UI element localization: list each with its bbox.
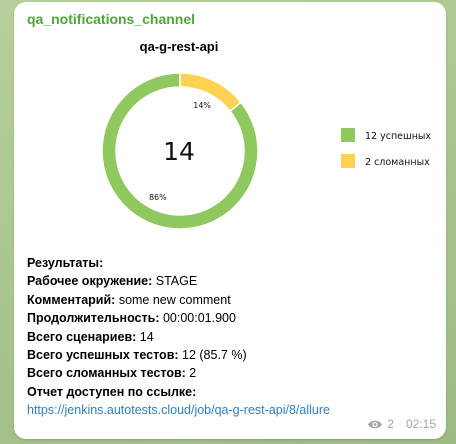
report-label: Отчет доступен по ссылке: [27,384,197,399]
views-count: 2 [387,417,394,431]
chart-svg: qa-g-rest-api 86% 14% 14 12 успешных 2 сло… [101,39,431,230]
legend-label-2: 2 сломанных [365,157,430,168]
pie-slice-2 [179,72,243,113]
results-line: Результаты: [27,254,437,272]
slice-percent-label-2: 14% [193,101,211,110]
failed-value: 2 [185,366,197,381]
legend-label-1: 12 успешных [365,131,431,142]
message-text: Результаты: Рабочее окружение: STAGE Ком… [27,254,437,420]
chart-title: qa-g-rest-api [140,39,219,54]
comment-label: Комментарий: [27,292,116,307]
channel-name[interactable]: qa_notifications_channel [27,11,196,27]
environment-line: Рабочее окружение: STAGE [27,272,437,290]
message-time: 02:15 [405,417,436,431]
legend-swatch-1 [341,128,355,142]
environment-value: STAGE [152,274,198,289]
message-meta: 2 02:15 [367,417,436,431]
failed-line: Всего сломанных тестов: 2 [27,364,437,382]
environment-label: Рабочее окружение: [27,274,153,289]
duration-label: Продолжительность: [27,311,160,326]
results-label: Результаты: [27,256,104,270]
duration-line: Продолжительность: 00:00:01.900 [27,309,437,327]
legend-swatch-2 [341,154,355,168]
slice-percent-label-1: 86% [149,193,167,202]
comment-line: Комментарий: some new comment [27,291,437,309]
message-bubble: qa_notifications_channel qa-g-rest-api 8… [14,2,446,439]
total-label: Всего сценариев: [27,329,137,344]
report-link-line: https://jenkins.autotests.cloud/job/qa-g… [27,401,437,419]
duration-value: 00:00:01.900 [159,311,236,326]
total-line: Всего сценариев: 14 [27,328,437,346]
failed-label: Всего сломанных тестов: [27,366,186,381]
passed-line: Всего успешных тестов: 12 (85.7 %) [27,346,437,364]
pie-chart: qa-g-rest-api 86% 14% 14 12 успешных 2 сло… [14,30,446,244]
pie-slice-1 [101,72,259,230]
report-line: Отчет доступен по ссылке: [27,383,437,401]
total-value: 14 [136,329,154,344]
report-link[interactable]: https://jenkins.autotests.cloud/job/qa-g… [27,403,330,418]
comment-value: some new comment [115,292,231,307]
eye-icon [368,420,383,428]
passed-label: Всего успешных тестов: [27,348,179,363]
passed-value: 12 (85.7 %) [178,348,247,363]
center-value: 14 [163,137,195,166]
